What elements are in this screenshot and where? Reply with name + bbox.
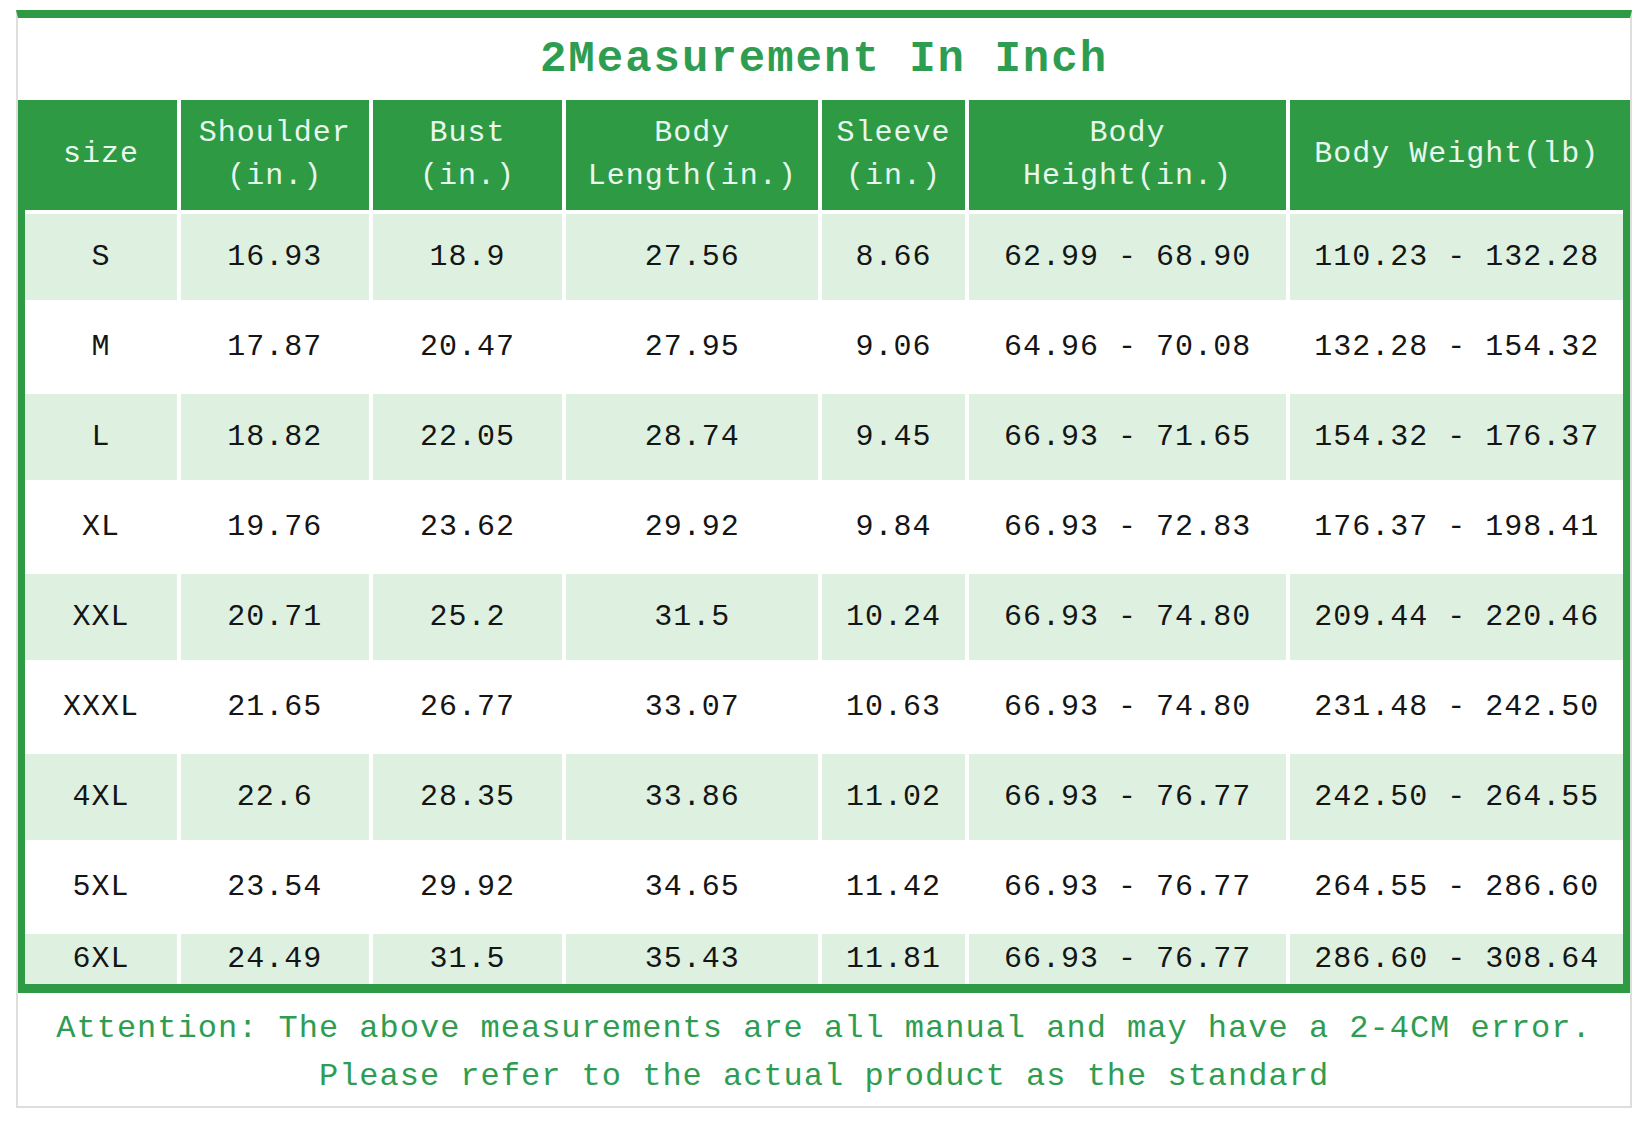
table-cell: 18.9 <box>373 214 563 300</box>
table-cell: 16.93 <box>181 214 369 300</box>
attention-note: Attention: The above measurements are al… <box>18 993 1630 1101</box>
header-label: (in.) <box>227 155 322 199</box>
size-cell: XL <box>25 484 177 570</box>
table-cell: 22.6 <box>181 754 369 840</box>
table-cell: 23.62 <box>373 484 563 570</box>
size-chart-card: 2Measurement In Inch size Shoulder (in.)… <box>16 10 1632 1108</box>
header-cell-body-length: Body Length(in.) <box>566 100 818 210</box>
table-cell: 154.32 - 176.37 <box>1290 394 1623 480</box>
table-cell: 9.84 <box>822 484 965 570</box>
header-label: Body <box>1090 112 1166 156</box>
table-cell: 209.44 - 220.46 <box>1290 574 1623 660</box>
attention-note-line1: Attention: The above measurements are al… <box>18 1005 1630 1053</box>
table-cell: 8.66 <box>822 214 965 300</box>
size-cell: 6XL <box>25 934 177 984</box>
table-cell: 10.24 <box>822 574 965 660</box>
table-cell: 17.87 <box>181 304 369 390</box>
chart-title: 2Measurement In Inch <box>18 18 1630 100</box>
table-cell: 132.28 - 154.32 <box>1290 304 1623 390</box>
table-cell: 27.95 <box>566 304 818 390</box>
table-cell: 31.5 <box>373 934 563 984</box>
size-cell: 5XL <box>25 844 177 930</box>
size-cell: XXXL <box>25 664 177 750</box>
table-cell: 9.06 <box>822 304 965 390</box>
header-label: Sleeve <box>836 112 950 156</box>
table-cell: 10.63 <box>822 664 965 750</box>
header-label: Bust <box>429 112 505 156</box>
table-cell: 66.93 - 74.80 <box>969 574 1287 660</box>
size-cell: S <box>25 214 177 300</box>
header-label: (in.) <box>420 155 515 199</box>
table-cell: 66.93 - 76.77 <box>969 754 1287 840</box>
attention-note-line2: Please refer to the actual product as th… <box>18 1053 1630 1101</box>
table-cell: 176.37 - 198.41 <box>1290 484 1623 570</box>
table-cell: 21.65 <box>181 664 369 750</box>
table-cell: 231.48 - 242.50 <box>1290 664 1623 750</box>
table-cell: 19.76 <box>181 484 369 570</box>
table-cell: 64.96 - 70.08 <box>969 304 1287 390</box>
table-cell: 264.55 - 286.60 <box>1290 844 1623 930</box>
header-label: size <box>63 133 139 177</box>
header-cell-size: size <box>25 100 177 210</box>
table-cell: 22.05 <box>373 394 563 480</box>
size-cell: L <box>25 394 177 480</box>
table-cell: 18.82 <box>181 394 369 480</box>
table-cell: 9.45 <box>822 394 965 480</box>
table-cell: 24.49 <box>181 934 369 984</box>
table-cell: 20.47 <box>373 304 563 390</box>
header-label: (in.) <box>846 155 941 199</box>
table-cell: 11.81 <box>822 934 965 984</box>
table-cell: 27.56 <box>566 214 818 300</box>
header-cell-body-weight: Body Weight(lb) <box>1290 100 1623 210</box>
table-cell: 66.93 - 72.83 <box>969 484 1287 570</box>
size-cell: M <box>25 304 177 390</box>
size-table-frame: size Shoulder (in.) Bust (in.) Body Leng… <box>18 100 1630 993</box>
table-cell: 29.92 <box>566 484 818 570</box>
table-cell: 242.50 - 264.55 <box>1290 754 1623 840</box>
header-cell-shoulder: Shoulder (in.) <box>181 100 369 210</box>
header-label: Shoulder <box>199 112 351 156</box>
header-cell-sleeve: Sleeve (in.) <box>822 100 965 210</box>
table-cell: 29.92 <box>373 844 563 930</box>
table-cell: 26.77 <box>373 664 563 750</box>
table-cell: 286.60 - 308.64 <box>1290 934 1623 984</box>
header-cell-bust: Bust (in.) <box>373 100 563 210</box>
table-cell: 66.93 - 76.77 <box>969 844 1287 930</box>
table-cell: 35.43 <box>566 934 818 984</box>
size-table: size Shoulder (in.) Bust (in.) Body Leng… <box>25 100 1623 984</box>
table-cell: 33.86 <box>566 754 818 840</box>
table-cell: 33.07 <box>566 664 818 750</box>
header-label: Length(in.) <box>588 155 797 199</box>
table-cell: 11.42 <box>822 844 965 930</box>
table-cell: 66.93 - 76.77 <box>969 934 1287 984</box>
table-cell: 11.02 <box>822 754 965 840</box>
header-label: Body <box>654 112 730 156</box>
table-cell: 28.74 <box>566 394 818 480</box>
header-label: Height(in.) <box>1023 155 1232 199</box>
table-cell: 25.2 <box>373 574 563 660</box>
header-cell-body-height: Body Height(in.) <box>969 100 1287 210</box>
table-cell: 20.71 <box>181 574 369 660</box>
size-cell: 4XL <box>25 754 177 840</box>
table-cell: 28.35 <box>373 754 563 840</box>
table-cell: 34.65 <box>566 844 818 930</box>
header-label: Body Weight(lb) <box>1314 133 1599 177</box>
table-cell: 31.5 <box>566 574 818 660</box>
size-cell: XXL <box>25 574 177 660</box>
table-cell: 66.93 - 71.65 <box>969 394 1287 480</box>
table-cell: 66.93 - 74.80 <box>969 664 1287 750</box>
table-cell: 23.54 <box>181 844 369 930</box>
table-cell: 62.99 - 68.90 <box>969 214 1287 300</box>
table-cell: 110.23 - 132.28 <box>1290 214 1623 300</box>
